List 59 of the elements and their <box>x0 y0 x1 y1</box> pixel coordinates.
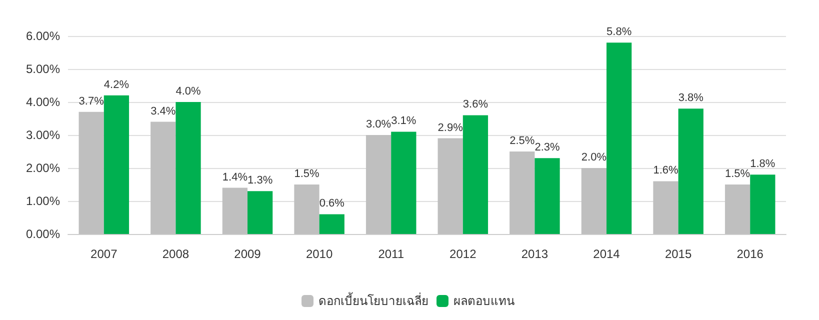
x-tick-label: 2009 <box>234 247 262 261</box>
data-label: 1.6% <box>653 164 678 177</box>
data-label: 1.8% <box>750 158 776 170</box>
bar <box>724 184 750 234</box>
x-tick-label: 2008 <box>162 247 190 261</box>
data-label: 1.3% <box>248 174 273 187</box>
bar <box>222 188 248 234</box>
bar <box>438 138 463 234</box>
bar <box>150 122 176 234</box>
y-tick-label: 3.00% <box>26 128 60 142</box>
bar <box>606 42 632 234</box>
data-label: 1.5% <box>724 168 750 180</box>
y-tick-label: 2.00% <box>26 161 60 175</box>
y-tick-label: 1.00% <box>26 194 60 208</box>
bar <box>678 108 704 234</box>
data-label: 0.6% <box>319 198 345 210</box>
data-label: 2.3% <box>534 142 560 154</box>
x-tick-label: 2007 <box>90 247 118 261</box>
data-label: 2.9% <box>438 122 464 134</box>
bar <box>462 115 488 234</box>
data-label: 4.0% <box>176 86 202 98</box>
data-label: 3.0% <box>366 118 392 130</box>
bar <box>510 152 535 234</box>
bar <box>176 102 201 234</box>
data-label: 3.4% <box>150 105 176 118</box>
bar <box>366 135 392 234</box>
legend-label: ผลตอบแทน <box>454 294 514 308</box>
bar <box>294 184 320 234</box>
bar <box>750 174 776 234</box>
bar <box>104 95 130 234</box>
bar <box>248 191 273 234</box>
data-label: 3.8% <box>678 92 704 104</box>
x-tick-label: 2013 <box>521 247 548 261</box>
bar <box>653 181 678 234</box>
data-label: 2.5% <box>510 135 535 147</box>
bar <box>78 112 104 234</box>
data-label: 4.2% <box>104 78 130 91</box>
data-label: 1.4% <box>222 171 248 184</box>
x-tick-label: 2010 <box>306 247 333 261</box>
bar <box>319 214 344 234</box>
data-label: 5.8% <box>606 26 632 38</box>
x-tick-label: 2012 <box>450 247 477 261</box>
x-tick-label: 2015 <box>664 247 692 261</box>
data-label: 3.1% <box>391 115 416 128</box>
y-tick-label: 0.00% <box>26 227 60 241</box>
bar <box>391 132 416 234</box>
data-label: 3.6% <box>462 98 488 111</box>
y-tick-label: 4.00% <box>26 95 60 109</box>
data-label: 2.0% <box>581 152 607 164</box>
bar <box>581 168 606 234</box>
x-tick-label: 2016 <box>736 247 764 261</box>
legend-label: ดอกเบี้ยนโยบายเฉลี่ย <box>318 292 428 308</box>
x-tick-label: 2014 <box>593 247 620 261</box>
y-tick-label: 5.00% <box>26 62 60 76</box>
data-label: 1.5% <box>294 168 320 180</box>
x-tick-label: 2011 <box>378 247 404 261</box>
bar <box>534 158 560 234</box>
data-label: 3.7% <box>78 95 104 108</box>
y-tick-label: 6.00% <box>26 29 60 43</box>
